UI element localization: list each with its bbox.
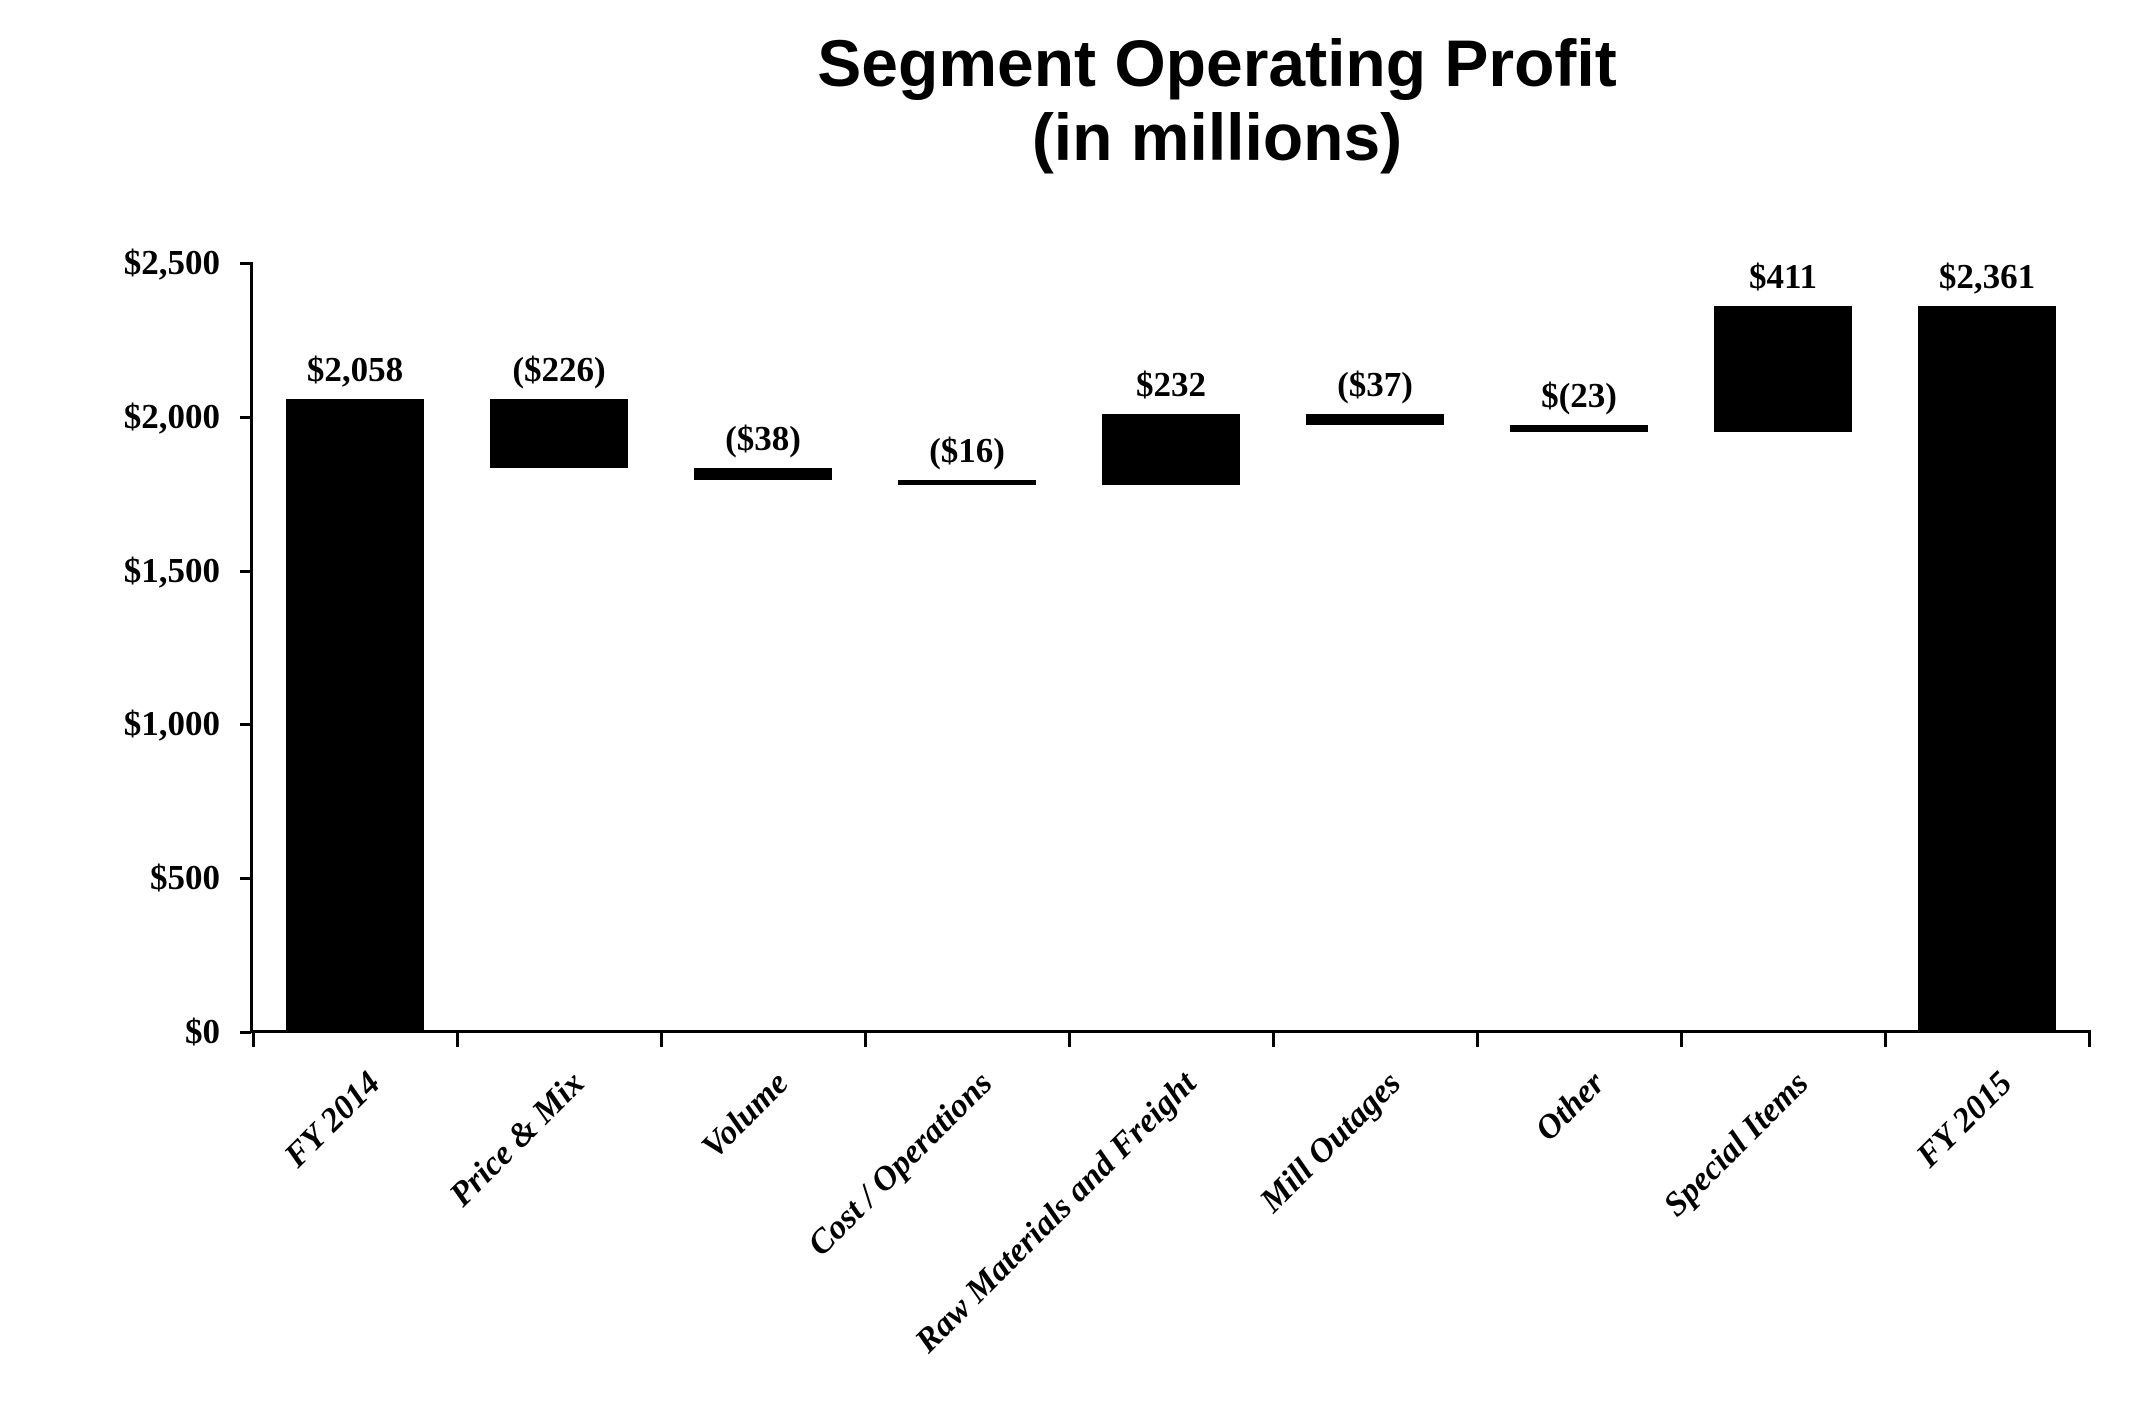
- bar-value-label: $232: [1136, 364, 1206, 404]
- x-category-label: Special Items: [1656, 1064, 1816, 1224]
- chart-title: Segment Operating Profit: [817, 26, 1617, 100]
- y-tick-label: $1,500: [123, 550, 220, 590]
- x-axis-tick: [1068, 1032, 1071, 1047]
- x-category-label: Price & Mix: [442, 1064, 592, 1214]
- y-tick-label: $2,500: [123, 243, 220, 282]
- x-axis-tick: [1272, 1032, 1275, 1047]
- x-axis-tick: [456, 1032, 459, 1047]
- bar-value-label: $(23): [1541, 376, 1617, 416]
- bar-mill-outages: [1306, 413, 1444, 426]
- x-category-label: FY 2014: [277, 1064, 388, 1175]
- bar-value-label: $2,361: [1938, 256, 2036, 296]
- y-axis-tick: [240, 723, 251, 727]
- y-tick-label: $0: [185, 1012, 220, 1051]
- bar-fy-2015: [1918, 305, 2056, 1032]
- bar-value-label: ($226): [512, 349, 606, 389]
- bar-value-label: $2,058: [306, 349, 404, 389]
- chart-subtitle: (in millions): [1031, 100, 1403, 174]
- x-axis-tick: [660, 1032, 663, 1047]
- y-axis-tick: [240, 569, 251, 573]
- x-axis-tick: [1680, 1032, 1683, 1047]
- y-tick-label: $2,000: [123, 396, 220, 436]
- x-axis-tick: [864, 1032, 867, 1047]
- x-category-label: Mill Outages: [1252, 1064, 1408, 1220]
- y-axis-tick: [240, 877, 251, 881]
- bar-volume: [694, 468, 832, 481]
- bar-fy-2014: [286, 398, 424, 1032]
- chart-title-block: Segment Operating Profit (in millions): [305, 26, 2129, 174]
- y-axis-tick: [240, 415, 251, 419]
- y-axis-line: [250, 262, 253, 1033]
- x-axis-tick: [1476, 1032, 1479, 1047]
- x-category-label: Cost / Operations: [801, 1064, 1000, 1264]
- bar-cost-operations: [898, 480, 1036, 486]
- x-axis-line: [250, 1030, 2091, 1033]
- x-category-label: Other: [1528, 1064, 1612, 1149]
- bar-price-mix: [490, 398, 628, 469]
- x-axis-tick: [2088, 1032, 2091, 1047]
- y-axis-tick: [240, 1031, 251, 1034]
- bar-special-items: [1714, 305, 1852, 433]
- bar-value-label: ($37): [1337, 364, 1413, 404]
- x-category-label: FY 2015: [1909, 1064, 2020, 1175]
- y-axis-tick: [240, 262, 251, 265]
- y-tick-label: $1,000: [123, 704, 220, 744]
- bar-raw-materials-and-freight: [1102, 413, 1240, 486]
- bar-value-label: $411: [1748, 256, 1818, 296]
- x-axis-tick: [252, 1032, 255, 1047]
- y-tick-label: $500: [150, 858, 220, 898]
- bar-value-label: ($16): [929, 431, 1005, 471]
- x-category-label: Volume: [694, 1064, 796, 1166]
- bar-other: [1510, 425, 1648, 433]
- x-axis-tick: [1884, 1032, 1887, 1047]
- bar-value-label: ($38): [725, 419, 801, 459]
